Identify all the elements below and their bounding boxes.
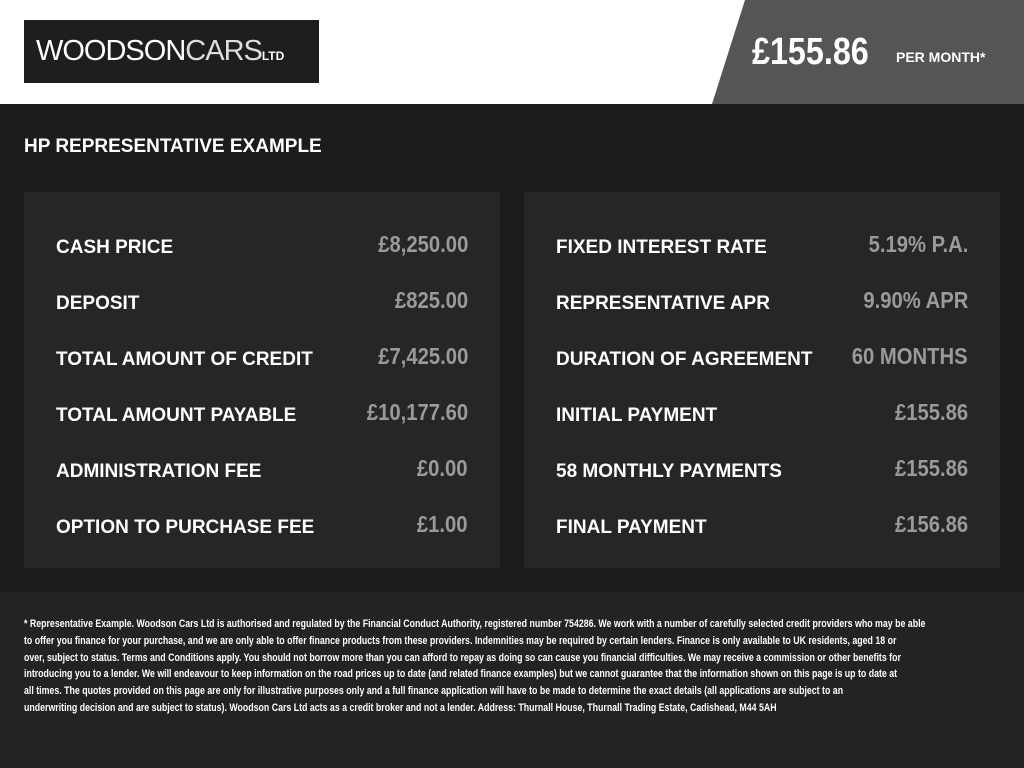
row-label: TOTAL AMOUNT PAYABLE: [56, 405, 297, 426]
row-label: FINAL PAYMENT: [556, 517, 707, 538]
row-label: FIXED INTEREST RATE: [556, 237, 767, 258]
header: WOODSON CARS LTD £155.86 PER MONTH*: [0, 0, 1024, 104]
row-label: REPRESENTATIVE APR: [556, 293, 770, 314]
row-value: £0.00: [417, 454, 468, 481]
row-label: DURATION OF AGREEMENT: [556, 349, 813, 370]
row-value: £155.86: [894, 398, 968, 425]
finance-panel-right: FIXED INTEREST RATE 5.19% P.A. REPRESENTAT…: [524, 192, 1000, 568]
row-label: ADMINISTRATION FEE: [56, 461, 262, 482]
row-value: 60 MONTHS: [852, 342, 968, 369]
finance-row: REPRESENTATIVE APR 9.90% APR: [556, 272, 968, 328]
finance-row: CASH PRICE £8,250.00: [56, 216, 468, 272]
finance-row: DEPOSIT £825.00: [56, 272, 468, 328]
per-month-label: PER MONTH*: [896, 49, 986, 65]
disclaimer-line: introducing you to a lender. We will end…: [24, 668, 898, 681]
row-value: 5.19% P.A.: [868, 230, 968, 257]
monthly-price-box: £155.86 PER MONTH*: [712, 0, 1024, 104]
finance-row: TOTAL AMOUNT OF CREDIT £7,425.00: [56, 328, 468, 384]
finance-row: FIXED INTEREST RATE 5.19% P.A.: [556, 216, 968, 272]
woodson-cars-logo[interactable]: WOODSON CARS LTD: [24, 20, 319, 83]
row-label: INITIAL PAYMENT: [556, 405, 718, 426]
row-value: £155.86: [894, 454, 968, 481]
logo-ltd: LTD: [261, 48, 285, 63]
disclaimer-line: to offer you finance for your purchase, …: [24, 634, 897, 647]
row-label: 58 MONTHLY PAYMENTS: [556, 461, 782, 482]
row-label: CASH PRICE: [56, 237, 174, 258]
disclaimer-line: over, subject to status. Terms and Condi…: [24, 651, 901, 664]
logo-cars: CARS: [185, 35, 263, 67]
row-value: £825.00: [394, 286, 468, 313]
monthly-price: £155.86: [752, 30, 869, 73]
row-label: OPTION TO PURCHASE FEE: [56, 517, 315, 538]
finance-row: DURATION OF AGREEMENT 60 MONTHS: [556, 328, 968, 384]
row-value: £1.00: [417, 510, 468, 537]
disclaimer: * Representative Example. Woodson Cars L…: [0, 592, 1024, 768]
row-value: £10,177.60: [366, 398, 468, 425]
row-label: TOTAL AMOUNT OF CREDIT: [56, 349, 313, 370]
row-value: £8,250.00: [377, 230, 468, 257]
logo-woodson: WOODSON: [36, 35, 186, 67]
row-label: DEPOSIT: [56, 293, 140, 314]
row-value: £7,425.00: [377, 342, 468, 369]
finance-row: FINAL PAYMENT £156.86: [556, 496, 968, 552]
disclaimer-line: * Representative Example. Woodson Cars L…: [24, 618, 926, 630]
finance-row: INITIAL PAYMENT £155.86: [556, 384, 968, 440]
row-value: £156.86: [894, 510, 968, 537]
finance-panel-left: CASH PRICE £8,250.00 DEPOSIT £825.00 TOTAL A…: [24, 192, 500, 568]
row-value: 9.90% APR: [863, 286, 968, 313]
finance-row: 58 MONTHLY PAYMENTS £155.86: [556, 440, 968, 496]
disclaimer-line: underwriting decision and are subject to…: [24, 701, 777, 714]
page-title: HP REPRESENTATIVE EXAMPLE: [24, 136, 322, 157]
finance-row: OPTION TO PURCHASE FEE £1.00: [56, 496, 468, 552]
disclaimer-line: all times. The quotes provided on this p…: [24, 685, 844, 698]
finance-row: ADMINISTRATION FEE £0.00: [56, 440, 468, 496]
finance-row: TOTAL AMOUNT PAYABLE £10,177.60: [56, 384, 468, 440]
